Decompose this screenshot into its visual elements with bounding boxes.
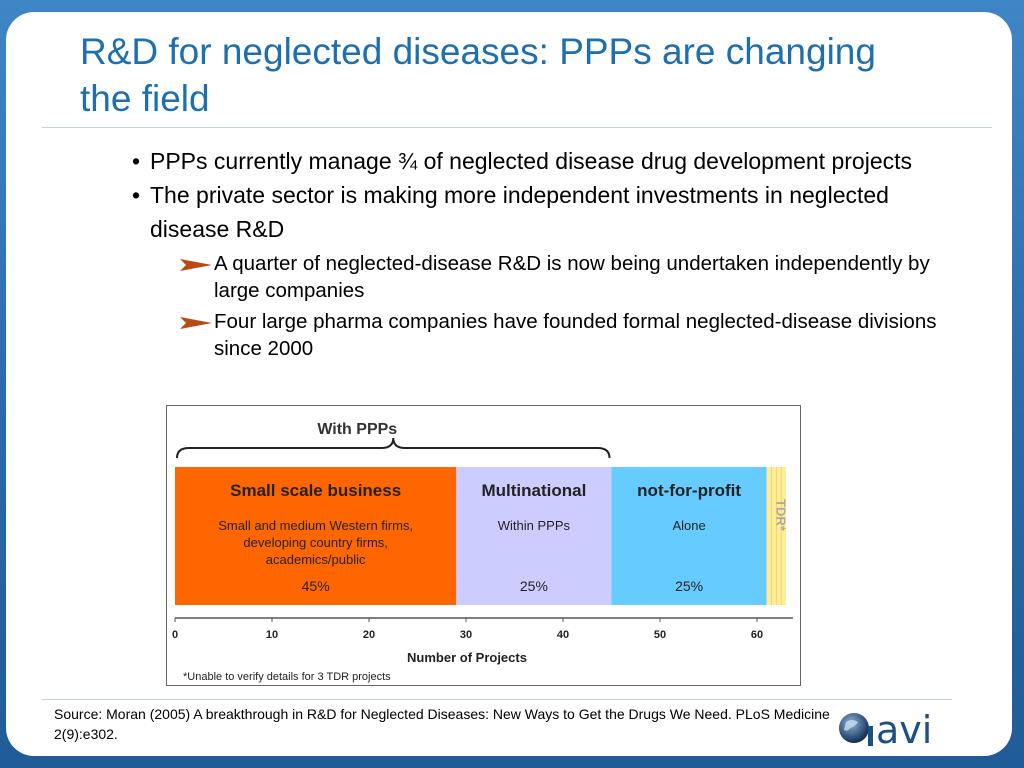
segment-description: Alone <box>672 518 705 533</box>
x-tick-label: 20 <box>363 629 375 641</box>
x-tick-label: 30 <box>460 629 472 641</box>
segment-header: not-for-profit <box>637 481 741 500</box>
x-tick-label: 50 <box>654 629 666 641</box>
source-citation: Source: Moran (2005) A breakthrough in R… <box>54 706 830 742</box>
slide-title: R&D for neglected diseases: PPPs are cha… <box>80 31 876 119</box>
bullet-text: The private sector is making more indepe… <box>150 182 889 242</box>
segment-description: developing country firms, <box>243 535 388 550</box>
x-axis-label: Number of Projects <box>407 650 527 665</box>
chart-footnote: *Unable to verify details for 3 TDR proj… <box>183 671 391 683</box>
segment-header: Multinational <box>481 481 586 500</box>
sub-bullet-item: A quarter of neglected-disease R&D is no… <box>126 250 956 304</box>
x-tick-label: 0 <box>172 629 178 641</box>
bar-segment <box>175 467 457 605</box>
x-tick-label: 10 <box>266 629 278 641</box>
sub-bullet-text: A quarter of neglected-disease R&D is no… <box>214 252 930 302</box>
segment-description: Within PPPs <box>498 518 571 533</box>
bullet-text: PPPs currently manage ¾ of neglected dis… <box>150 148 912 174</box>
brace-label: With PPPs <box>317 421 397 438</box>
title-divider <box>42 127 992 128</box>
sub-bullet-item: Four large pharma companies have founded… <box>126 308 956 362</box>
bullet-dot-icon: • <box>132 148 141 174</box>
tdr-label: TDR* <box>773 499 788 532</box>
segment-percent: 25% <box>520 578 548 594</box>
arrow-bullet-icon <box>180 259 212 271</box>
bullet-item: • The private sector is making more inde… <box>126 178 956 246</box>
bullet-list: • PPPs currently manage ¾ of neglected d… <box>126 144 956 362</box>
bullet-item: • PPPs currently manage ¾ of neglected d… <box>126 144 956 178</box>
bullet-dot-icon: • <box>132 182 141 208</box>
ppp-brace <box>176 437 611 459</box>
chart-svg: With PPPs Small scale business Small and m… <box>172 421 793 683</box>
segment-percent: 25% <box>675 578 703 594</box>
segment-header: Small scale business <box>230 481 401 500</box>
bar-segment <box>611 467 767 605</box>
projects-chart: With PPPs Small scale business Small and m… <box>166 405 801 686</box>
segment-percent: 45% <box>302 578 330 594</box>
globe-icon <box>839 713 873 746</box>
x-tick-label: 60 <box>751 629 763 641</box>
arrow-bullet-icon <box>180 317 212 329</box>
bar-segment <box>456 467 612 605</box>
slide: R&D for neglected diseases: PPPs are cha… <box>6 12 1012 756</box>
footer-divider <box>42 699 952 700</box>
segment-description: academics/public <box>266 552 366 567</box>
logo-text: avi <box>876 708 933 752</box>
iavi-logo: avi <box>836 708 946 752</box>
segment-description: Small and medium Western firms, <box>218 518 413 533</box>
sub-bullet-text: Four large pharma companies have founded… <box>214 310 937 360</box>
x-tick-label: 40 <box>557 629 569 641</box>
